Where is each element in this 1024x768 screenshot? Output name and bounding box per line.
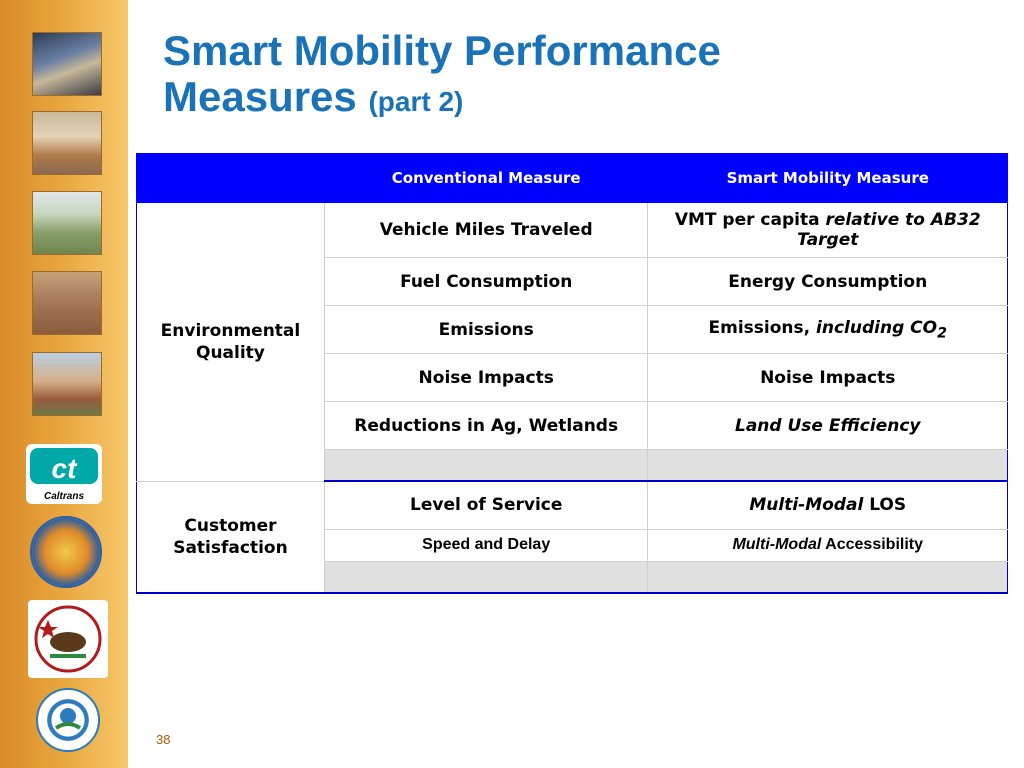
smart-cell: Noise Impacts [647,353,1008,402]
highway-landscape-photo [32,191,102,255]
title-line1: Smart Mobility Performance [163,27,721,74]
table-row: Reductions in Ag, Wetlands Land Use Effi… [137,401,1008,450]
smart-text: Accessibility [821,536,924,553]
smart-cell: Energy Consumption [647,257,1008,306]
table-row: Emissions Emissions, including CO2 [137,305,1008,354]
title-line2: Measures [163,73,357,120]
table-row: Fuel Consumption Energy Consumption [137,257,1008,306]
conventional-cell: Speed and Delay [323,528,649,562]
houses-photo [32,352,102,416]
table-row: Speed and Delay Multi-Modal Accessibilit… [137,528,1008,562]
smart-text-italic: Multi-Modal [732,536,822,553]
epa-seal-icon [36,688,100,752]
header-smart: Smart Mobility Measure [647,153,1008,203]
spacer-cell [323,449,649,482]
spacer-row [137,449,1008,482]
header-conventional: Conventional Measure [323,153,649,203]
category-environmental: Environmental Quality [136,202,325,482]
category-label: Customer Satisfaction [173,515,288,558]
spacer-cell [647,560,1008,594]
smart-cell: Land Use Efficiency [647,401,1008,450]
smart-cell: Multi-Modal Accessibility [647,528,1008,562]
hcd-seal-icon [30,516,102,588]
category-customer: Customer Satisfaction [136,480,325,594]
conventional-cell: Fuel Consumption [323,257,649,306]
conventional-cell: Level of Service [323,480,649,530]
table-row: Environmental Quality Vehicle Miles Trav… [136,202,1008,482]
conventional-cell: Vehicle Miles Traveled [323,202,649,258]
smart-text-italic: including CO [816,317,938,338]
sidebar: ct Caltrans 38 [0,0,170,768]
smart-cell: Emissions, including CO2 [647,305,1008,354]
opr-seal-icon [28,600,108,678]
smart-text: VMT per capita [674,210,826,230]
smart-text: Emissions, [708,317,817,338]
slide-title: Smart Mobility Performance Measures (par… [163,28,721,125]
svg-text:ct: ct [52,453,79,484]
truck-photo [32,111,102,175]
category-label: Environmental Quality [160,320,301,363]
street-pedestrian-photo [32,271,102,335]
smart-text-italic: Multi-Modal [749,495,864,516]
caltrans-logo: ct Caltrans [26,444,102,504]
smart-text-italic: relative to AB32 Target [797,210,981,250]
title-part: (part 2) [368,86,464,117]
spacer-cell [647,449,1008,482]
table-row: Customer Satisfaction Level of Service M… [136,480,1008,594]
header-row: Conventional Measure Smart Mobility Meas… [136,153,1008,203]
subscript: 2 [937,325,947,342]
spacer-row [137,560,1008,594]
smart-text: LOS [863,495,907,516]
traffic-photo [32,32,102,96]
svg-text:Caltrans: Caltrans [44,491,84,502]
smart-cell: VMT per capita relative to AB32 Target [647,202,1008,258]
page-number: 38 [156,732,171,747]
measures-table: Conventional Measure Smart Mobility Meas… [136,153,1008,594]
conventional-cell: Reductions in Ag, Wetlands [323,401,649,450]
smart-cell: Multi-Modal LOS [647,480,1008,530]
conventional-cell: Noise Impacts [323,353,649,402]
spacer-cell [323,560,649,594]
conventional-cell: Emissions [323,305,649,354]
header-empty [136,153,325,203]
